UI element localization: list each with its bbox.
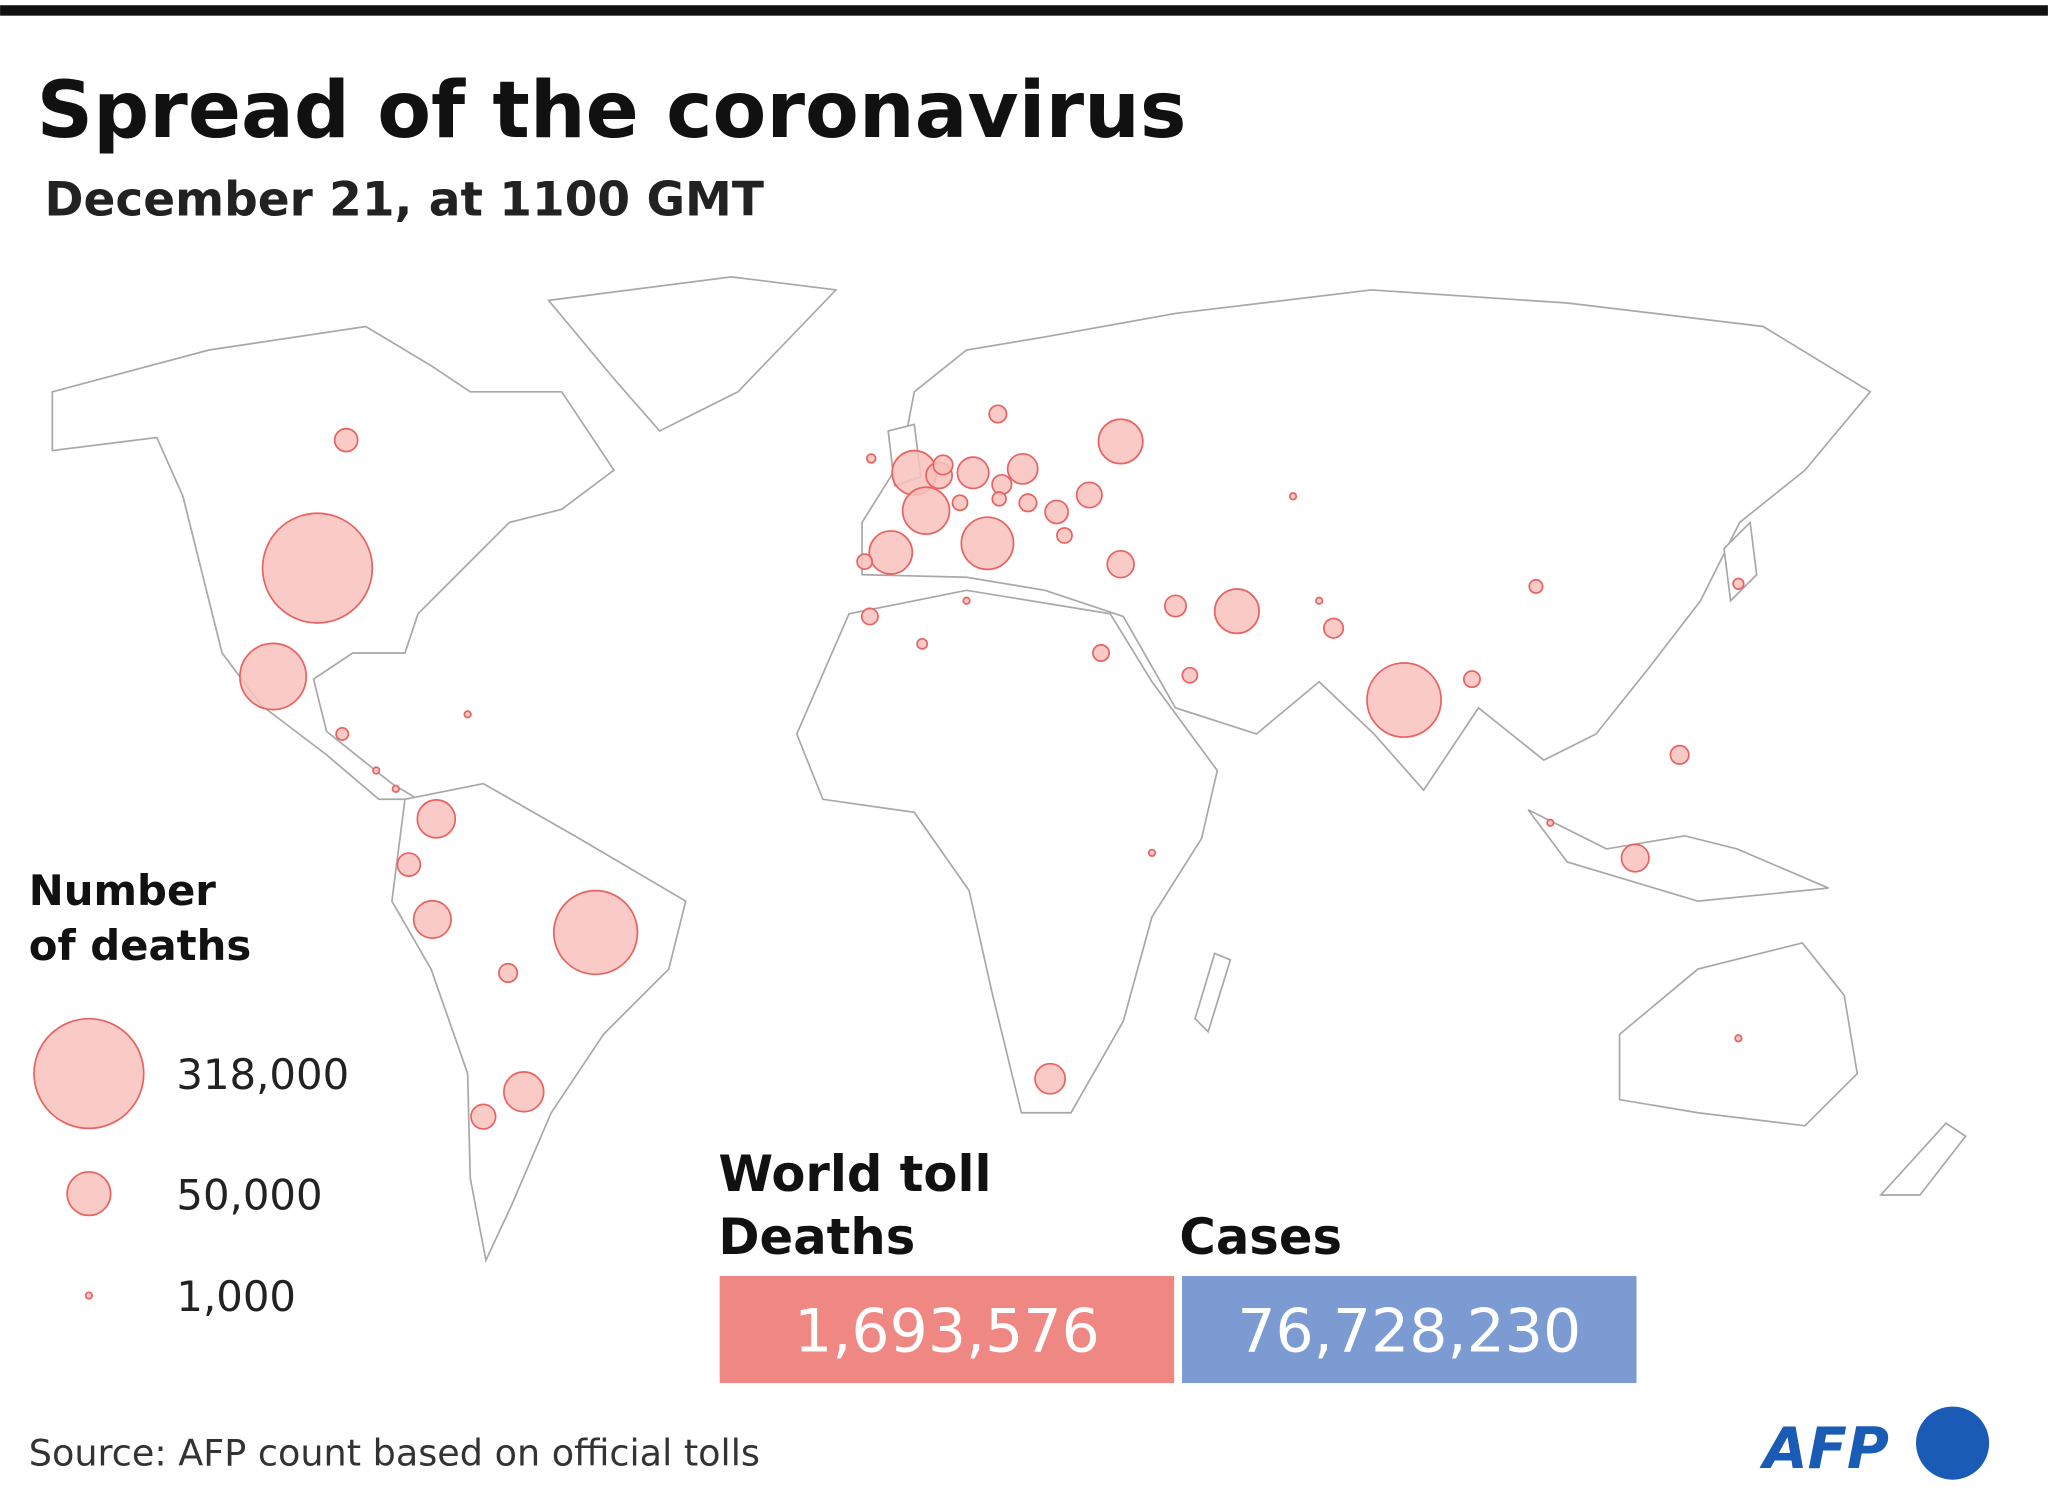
legend-bubble — [33, 1017, 145, 1130]
death-bubble — [988, 404, 1008, 424]
death-bubbles — [239, 404, 1745, 1130]
legend-bubble — [84, 1291, 94, 1300]
legend-bubble — [66, 1171, 112, 1217]
death-bubble — [1075, 481, 1103, 509]
death-bubble — [1044, 499, 1070, 525]
death-bubble — [991, 491, 1007, 507]
logo: AFP — [1759, 1415, 1889, 1482]
legend: 318,000 50,000 1,000 — [33, 1017, 349, 1321]
death-bubble — [552, 889, 639, 976]
death-bubble — [1163, 594, 1188, 618]
cases-box — [1182, 1275, 1637, 1384]
death-bubble — [1288, 492, 1298, 501]
africa — [795, 589, 1219, 1114]
cases-total: 76,728,230 — [1237, 1297, 1581, 1367]
death-bubble — [1147, 848, 1157, 857]
death-bubble — [1006, 452, 1039, 485]
death-bubble — [951, 494, 969, 512]
death-bubble — [412, 899, 452, 939]
subtitle: December 21, at 1100 GMT — [44, 172, 763, 227]
death-bubble — [1018, 493, 1038, 513]
legend-title: of deaths — [29, 921, 251, 970]
death-bubble — [1669, 744, 1690, 765]
death-bubble — [916, 637, 929, 650]
deaths-label: Deaths — [718, 1208, 915, 1266]
death-bubble — [856, 553, 874, 570]
toll-title: World toll — [718, 1145, 991, 1203]
death-bubble — [960, 516, 1015, 571]
death-bubble — [865, 453, 877, 464]
death-bubble — [868, 530, 914, 575]
indonesia — [1527, 808, 1829, 903]
new-zealand — [1878, 1122, 1967, 1196]
cases-label: Cases — [1179, 1208, 1342, 1266]
death-bubble — [1366, 662, 1442, 738]
death-bubble — [261, 512, 374, 624]
death-bubble — [470, 1103, 497, 1130]
death-bubble — [416, 799, 457, 839]
death-bubble — [1734, 1034, 1743, 1043]
top-bar — [0, 5, 2048, 16]
eurasia — [861, 289, 1872, 792]
legend-title: Number — [29, 866, 216, 915]
death-bubble — [1322, 617, 1345, 639]
death-bubble — [1097, 418, 1144, 465]
death-bubble — [463, 710, 472, 719]
title: Spread of the coronavirus — [37, 65, 1187, 156]
death-bubble — [962, 596, 971, 605]
death-bubble — [391, 784, 400, 793]
greenland — [546, 276, 838, 433]
madagascar — [1194, 952, 1232, 1034]
death-bubble — [1092, 644, 1111, 662]
death-bubble — [1315, 596, 1324, 605]
death-bubble — [1213, 588, 1260, 635]
death-bubble — [991, 473, 1013, 496]
death-bubble — [901, 486, 951, 535]
death-bubble — [1034, 1062, 1067, 1095]
death-bubble — [1462, 670, 1481, 689]
deaths-total: 1,693,576 — [794, 1297, 1100, 1367]
death-bubble — [956, 456, 990, 490]
death-bubble — [1620, 843, 1650, 873]
death-bubble — [1546, 818, 1555, 827]
death-bubble — [333, 427, 359, 453]
death-bubble — [1181, 666, 1199, 684]
death-bubble — [1056, 527, 1073, 544]
death-bubble — [1106, 549, 1135, 579]
death-bubble — [503, 1071, 545, 1113]
japan — [1723, 520, 1758, 603]
legend-label: 50,000 — [176, 1170, 322, 1219]
legend-label: 318,000 — [176, 1050, 349, 1099]
death-bubble — [396, 852, 422, 877]
death-bubble — [335, 726, 350, 741]
death-bubble — [498, 962, 519, 984]
death-bubble — [932, 454, 954, 476]
death-bubble — [372, 766, 381, 775]
logo-dot — [1916, 1406, 1990, 1480]
source: Source: AFP count based on official toll… — [29, 1431, 760, 1474]
legend-label: 1,000 — [176, 1272, 296, 1321]
deaths-box — [719, 1275, 1175, 1384]
death-bubble — [239, 642, 308, 711]
death-bubble — [1732, 577, 1745, 590]
death-bubble — [860, 607, 879, 626]
death-bubble — [1528, 578, 1544, 594]
